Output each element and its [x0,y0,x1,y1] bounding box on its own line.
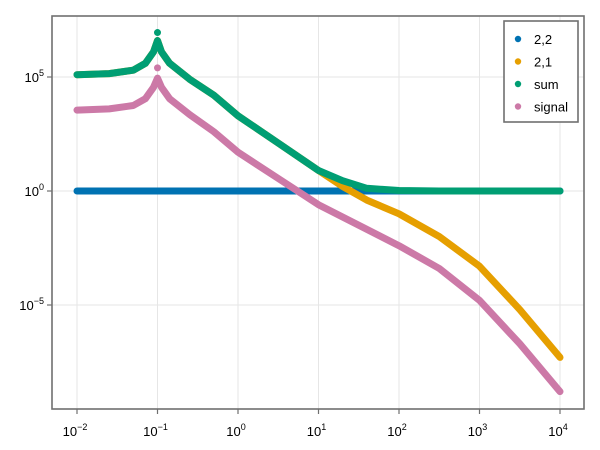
x-tick-label: 10−1 [143,422,168,439]
legend-label: 2,1 [534,55,552,70]
series-sum [73,37,564,195]
y-tick-label: 10−5 [19,296,44,313]
x-tick-label: 10−2 [63,422,88,439]
legend-item: 2,1 [514,55,552,70]
y-tick-label: 105 [25,68,44,85]
legend-item: signal [514,100,568,115]
legend-label: signal [534,100,568,115]
legend-item: sum [514,77,559,92]
legend-item: 2,2 [514,32,552,47]
x-tick-label: 101 [307,422,326,439]
legend-marker-icon [514,58,522,65]
peak-point [154,64,161,72]
y-tick-label: 100 [25,182,44,199]
legend: 2,2 2,1 sum signal [503,20,579,123]
legend-label: 2,2 [534,32,552,47]
series-signal [73,74,564,396]
legend-label: sum [534,77,559,92]
x-tick-label: 103 [468,422,487,439]
x-tick-label: 104 [548,422,567,439]
x-tick-label: 100 [226,422,245,439]
y-axis: 105 100 10−5 [19,68,52,313]
legend-marker-icon [514,103,522,110]
x-tick-label: 102 [387,422,406,439]
x-axis: 10−2 10−1 100 101 102 103 104 [63,409,568,439]
legend-marker-icon [514,80,522,88]
legend-marker-icon [514,35,522,43]
peak-point [154,29,161,37]
plot-series [73,29,564,396]
